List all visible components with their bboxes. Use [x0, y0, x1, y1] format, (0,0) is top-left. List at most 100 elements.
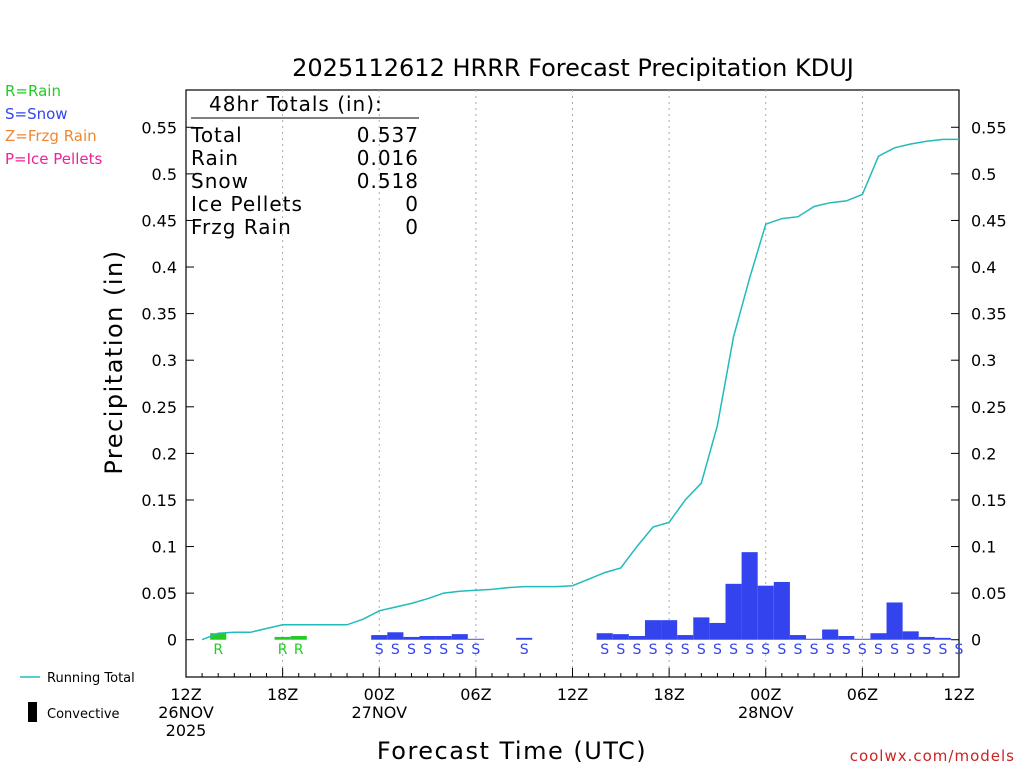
precip-bar [644, 620, 662, 640]
x-tick-label: 28NOV [738, 703, 794, 722]
x-tick-label: 2025 [166, 721, 207, 740]
precip-bar [628, 636, 645, 640]
precip-type-marker: S [649, 642, 658, 658]
precip-type-marker: R [294, 642, 304, 658]
credit-text: coolwx.com/models [850, 747, 1015, 765]
totals-box: 48hr Totals (in): Total 0.537 Rain 0.016 Sno… [190, 92, 419, 239]
y-tick-label-left: 0.5 [152, 165, 177, 184]
y-tick-label-left: 0.45 [141, 211, 177, 230]
precip-bar [773, 581, 790, 640]
precip-bar [371, 635, 388, 640]
precip-type-marker: S [375, 642, 384, 658]
precip-bar [661, 620, 678, 640]
precip-type-marker: S [890, 642, 899, 658]
y-tick-label-right: 0.45 [971, 211, 1007, 230]
precip-bar [741, 552, 758, 640]
y-tick-label-right: 0.05 [971, 584, 1007, 603]
x-tick-label: 00Z [364, 685, 395, 704]
precip-type-marker: S [407, 642, 416, 658]
precip-bar [870, 633, 887, 640]
precip-type-marker: S [922, 642, 931, 658]
y-tick-label-right: 0.35 [971, 305, 1007, 324]
y-tick-label-right: 0.25 [971, 398, 1007, 417]
precip-type-marker: S [471, 642, 480, 658]
precip-bar [789, 635, 807, 640]
y-tick-label-right: 0 [971, 631, 981, 650]
x-axis-label: Forecast Time (UTC) [377, 737, 647, 765]
precip-type-marker: S [777, 642, 786, 658]
totals-row-label: Total [190, 123, 243, 147]
legend-snow: S=Snow [5, 105, 68, 123]
precip-type-marker: S [520, 642, 529, 658]
x-tick-label: 27NOV [351, 703, 407, 722]
precip-bar [886, 602, 903, 640]
running-total-line [201, 138, 959, 641]
convective-legend-label: Convective [47, 707, 120, 722]
totals-row-value: 0 [405, 215, 419, 239]
precip-type-marker: S [745, 642, 754, 658]
legend-freezing-rain: Z=Frzg Rain [5, 127, 97, 145]
precip-type-marker: S [874, 642, 883, 658]
y-tick-label-left: 0 [167, 631, 177, 650]
vertical-gridlines [282, 90, 863, 677]
precip-type-marker: S [826, 642, 835, 658]
running-total-legend-label: Running Total [47, 671, 135, 686]
precip-bar [918, 636, 935, 640]
x-tick-label: 06Z [460, 685, 491, 704]
y-tick-label-left: 0.4 [152, 258, 177, 277]
precip-bar [210, 633, 227, 640]
precip-bar [934, 637, 951, 640]
precip-type-marker: R [278, 642, 288, 658]
y-axis-label: Precipitation (in) [100, 249, 128, 474]
y-tick-label-right: 0.4 [971, 258, 996, 277]
precip-type-marker: S [761, 642, 770, 658]
precip-bar [435, 636, 452, 640]
y-tick-label-left: 0.55 [141, 118, 177, 137]
precip-type-marker: S [681, 642, 690, 658]
legend-ice-pellets: P=Ice Pellets [5, 150, 102, 168]
y-axis-left: 0 0.05 0.1 0.15 0.2 0.25 0.3 0.35 0.4 0.45 0.5 0.55 [141, 118, 194, 650]
precip-type-marker: S [842, 642, 851, 658]
precip-type-marker: S [906, 642, 915, 658]
x-tick-label: 26NOV [158, 703, 214, 722]
y-tick-label-left: 0.1 [152, 538, 177, 557]
chart-title: 2025112612 HRRR Forecast Precipitation K… [292, 54, 854, 82]
precip-bar [854, 638, 871, 640]
precip-type-marker: S [423, 642, 432, 658]
totals-row-value: 0.537 [357, 123, 419, 147]
series-legend: Running Total Convective [20, 671, 135, 722]
precip-type-marker: S [810, 642, 819, 658]
totals-row-label: Frzg Rain [191, 215, 292, 239]
precip-bar [677, 635, 694, 640]
y-tick-label-left: 0.25 [141, 398, 177, 417]
precip-bar [596, 633, 613, 640]
precip-type-marker: S [391, 642, 400, 658]
precip-bar [467, 638, 484, 640]
precip-type-marker: S [439, 642, 448, 658]
precip-type-marker: S [616, 642, 625, 658]
precip-bar [387, 632, 404, 640]
y-tick-label-left: 0.15 [141, 491, 177, 510]
precip-bar [451, 634, 468, 640]
totals-row-value: 0 [405, 192, 419, 216]
precip-bar [838, 636, 855, 640]
y-tick-label-left: 0.35 [141, 305, 177, 324]
totals-row-label: Snow [191, 169, 249, 193]
x-tick-label: 12Z [943, 685, 974, 704]
precip-type-marker: S [455, 642, 464, 658]
convective-swatch [28, 702, 37, 722]
precip-bar [516, 637, 533, 640]
y-tick-label-left: 0.05 [141, 584, 177, 603]
precip-bar [725, 583, 742, 640]
x-tick-label: 06Z [847, 685, 878, 704]
totals-row-value: 0.016 [357, 146, 419, 170]
precip-bar [290, 636, 307, 640]
y-tick-label-right: 0.3 [971, 351, 996, 370]
hourly-precip-bars [210, 552, 951, 640]
precip-type-marker: S [665, 642, 674, 658]
precip-bar [419, 636, 436, 640]
precip-type-marker: R [213, 642, 223, 658]
